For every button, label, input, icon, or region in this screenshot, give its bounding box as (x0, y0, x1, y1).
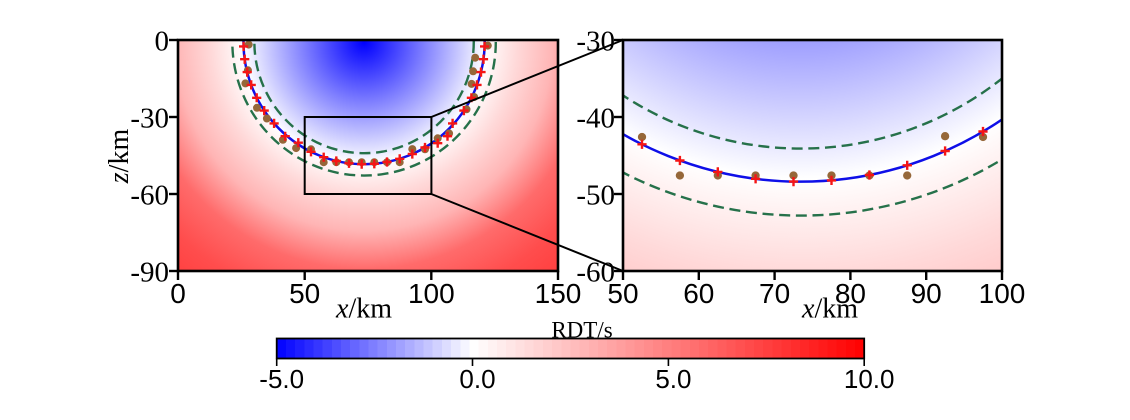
svg-text:100: 100 (408, 278, 455, 309)
svg-text:-40: -40 (576, 103, 615, 135)
svg-text:90: 90 (911, 278, 942, 309)
svg-text:x/km: x/km (801, 294, 858, 325)
svg-text:10.0: 10.0 (844, 364, 895, 394)
svg-text:50: 50 (607, 278, 638, 309)
svg-text:0: 0 (170, 278, 186, 309)
svg-text:5.0: 5.0 (655, 364, 691, 394)
svg-text:-30: -30 (130, 103, 169, 135)
svg-text:0.0: 0.0 (459, 364, 495, 394)
svg-text:-50: -50 (576, 180, 615, 212)
svg-text:80: 80 (835, 278, 866, 309)
svg-text:0: 0 (155, 26, 170, 58)
svg-text:50: 50 (289, 278, 320, 309)
svg-text:-60: -60 (130, 180, 169, 212)
svg-text:70: 70 (759, 278, 790, 309)
svg-text:-90: -90 (130, 257, 169, 289)
svg-text:150: 150 (535, 278, 582, 309)
svg-text:x/km: x/km (335, 294, 392, 325)
svg-text:-30: -30 (576, 26, 615, 58)
svg-text:-5.0: -5.0 (259, 364, 304, 394)
svg-text:60: 60 (683, 278, 714, 309)
svg-text:RDT/s: RDT/s (551, 318, 612, 343)
svg-text:100: 100 (979, 278, 1026, 309)
svg-text:z/km: z/km (104, 129, 135, 185)
svg-text:-60: -60 (576, 257, 615, 289)
